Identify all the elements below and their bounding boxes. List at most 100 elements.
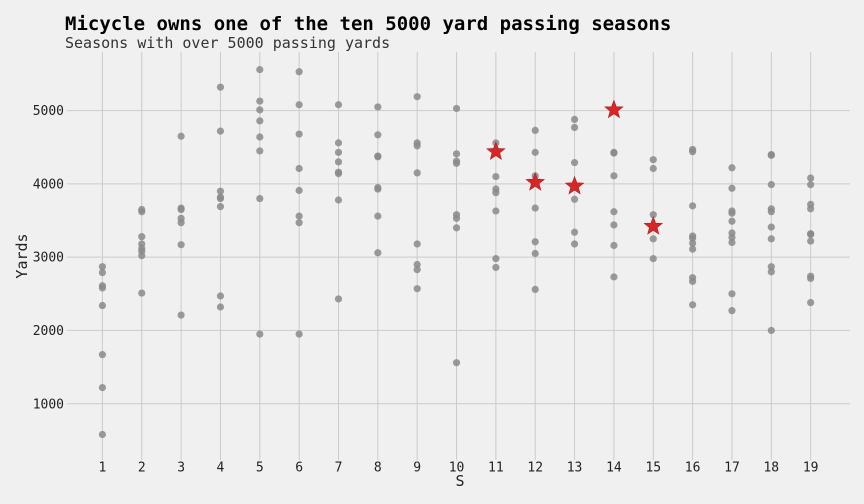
scatter-point <box>256 147 264 155</box>
scatter-point <box>334 158 343 166</box>
x-tick-label: 6 <box>295 461 303 476</box>
scatter-point <box>256 97 264 105</box>
scatter-point <box>807 174 815 182</box>
scatter-point <box>610 221 618 229</box>
y-axis-label: Yards <box>13 233 31 278</box>
scatter-point <box>767 263 775 271</box>
scatter-point <box>492 189 500 197</box>
scatter-point <box>138 233 146 241</box>
scatter-point <box>413 260 421 269</box>
x-tick-label: 3 <box>177 461 185 476</box>
highlight-star-point <box>564 175 585 195</box>
scatter-point <box>767 181 775 189</box>
chart-subtitle: Seasons with over 5000 passing yards <box>65 34 390 52</box>
scatter-point <box>452 214 461 222</box>
scatter-point <box>177 241 185 249</box>
scatter-point <box>452 150 461 158</box>
scatter-point <box>767 223 775 231</box>
scatter-point <box>98 301 107 310</box>
scatter-point <box>452 104 461 113</box>
x-tick-label: 4 <box>217 461 225 476</box>
scatter-point <box>374 212 382 220</box>
scatter-point <box>452 359 461 367</box>
scatter-point <box>610 172 618 180</box>
highlight-star-point <box>604 99 624 119</box>
x-tick-label: 7 <box>335 461 343 476</box>
scatter-point <box>570 228 579 236</box>
scatter-point <box>767 326 775 335</box>
scatter-point <box>216 203 225 211</box>
scatter-point <box>689 234 697 242</box>
scatter-point <box>689 277 697 285</box>
scatter-point <box>728 307 736 315</box>
x-tick-label: 2 <box>138 461 146 476</box>
scatter-point <box>492 172 500 181</box>
scatter-point <box>649 164 657 173</box>
scatter-point <box>531 148 539 156</box>
scatter-point <box>689 239 697 247</box>
scatter-point <box>216 187 225 195</box>
scatter-point <box>138 289 146 297</box>
grid-layer <box>67 52 850 460</box>
scatter-point <box>98 351 107 359</box>
scatter-point <box>177 219 185 227</box>
scatter-point <box>728 164 736 172</box>
scatter-point <box>570 240 579 248</box>
scatter-point <box>295 130 303 138</box>
scatter-point <box>570 115 579 124</box>
x-tick-label: 10 <box>449 461 465 476</box>
scatter-point <box>374 103 382 111</box>
highlight-star-point <box>525 172 546 191</box>
scatter-point <box>807 298 815 307</box>
scatter-point <box>492 207 500 215</box>
scatter-point <box>728 209 736 217</box>
scatter-point <box>216 127 225 135</box>
x-tick-label: 13 <box>567 461 583 476</box>
scatter-point <box>216 303 225 311</box>
scatter-point <box>649 235 657 243</box>
scatter-point <box>138 208 146 216</box>
scatter-point <box>492 255 500 263</box>
x-tick-label: 12 <box>527 461 543 476</box>
scatter-point <box>334 101 343 109</box>
scatter-point <box>295 101 303 109</box>
scatter-point <box>807 274 815 283</box>
scatter-point <box>138 252 146 260</box>
scatter-point <box>570 195 579 203</box>
scatter-point <box>649 255 657 263</box>
scatter-point <box>728 217 736 225</box>
x-tick-label: 1 <box>98 461 106 476</box>
scatter-point <box>256 133 264 141</box>
y-tick-label: 1000 <box>33 397 64 412</box>
scatter-point <box>177 205 185 214</box>
scatter-point <box>216 194 225 203</box>
scatter-point <box>728 233 736 241</box>
x-axis-label: S <box>455 472 464 490</box>
scatter-point <box>374 249 382 257</box>
scatter-point <box>413 285 421 293</box>
scatter-point <box>492 263 500 272</box>
scatter-point <box>413 93 421 101</box>
scatter-point <box>98 383 107 392</box>
scatter-point <box>531 126 539 135</box>
scatter-point <box>334 148 343 156</box>
scatter-point <box>807 230 815 239</box>
scatter-point <box>98 430 107 439</box>
x-tick-label: 17 <box>724 461 740 476</box>
scatter-point <box>728 184 736 192</box>
chart-title: Micycle owns one of the ten 5000 yard pa… <box>65 13 671 35</box>
scatter-point <box>452 159 461 167</box>
scatter-point <box>413 142 421 150</box>
scatter-point <box>334 295 343 303</box>
scatter-point <box>570 123 579 132</box>
scatter-point <box>295 186 303 195</box>
scatter-point <box>689 202 697 210</box>
point-layer <box>98 65 815 439</box>
scatter-point <box>295 68 303 76</box>
y-tick-label: 5000 <box>33 104 64 119</box>
y-tick-label: 3000 <box>33 251 64 266</box>
x-tick-label: 18 <box>763 461 779 476</box>
scatter-point <box>295 330 303 338</box>
scatter-point <box>256 330 264 338</box>
